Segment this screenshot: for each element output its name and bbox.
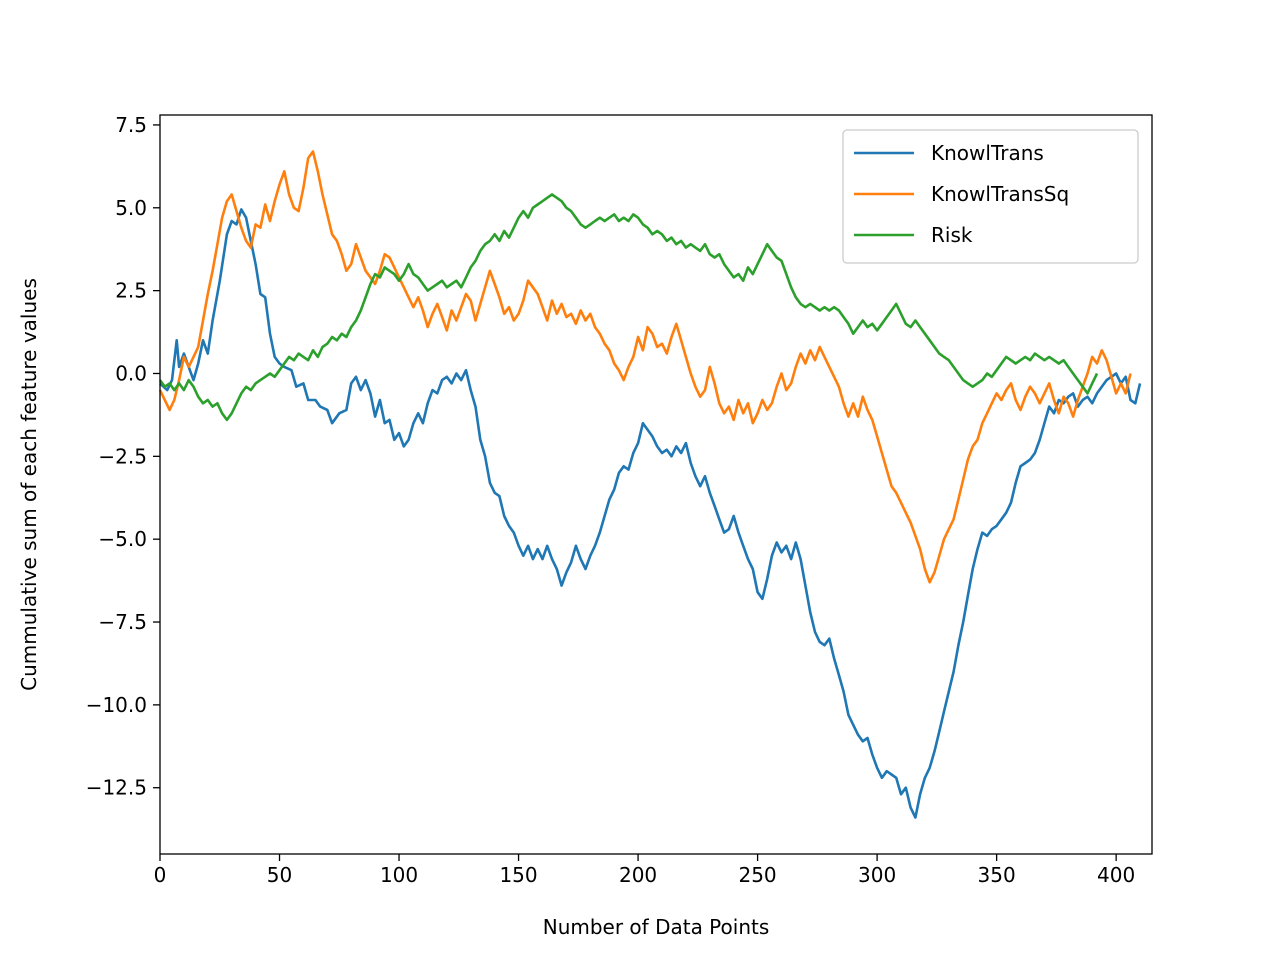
legend-label-knowltrans: KnowlTrans bbox=[931, 141, 1044, 165]
x-tick-label: 400 bbox=[1097, 863, 1135, 887]
legend: KnowlTrans KnowlTransSq Risk bbox=[842, 129, 1139, 264]
x-tick-label: 150 bbox=[499, 863, 537, 887]
x-tick-label: 350 bbox=[978, 863, 1016, 887]
y-tick-label: 0.0 bbox=[115, 361, 147, 385]
series-line-knowltrans bbox=[159, 208, 1142, 819]
y-tick-label: 2.5 bbox=[115, 279, 147, 303]
series-layer bbox=[158, 150, 1142, 819]
x-tick-label: 300 bbox=[858, 863, 896, 887]
y-tick-label: −2.5 bbox=[98, 444, 147, 468]
x-axis-label: Number of Data Points bbox=[543, 915, 770, 939]
x-tick-label: 200 bbox=[619, 863, 657, 887]
plot-frame bbox=[159, 114, 1153, 855]
y-tick-label: 7.5 bbox=[115, 113, 147, 137]
legend-label-risk: Risk bbox=[931, 223, 973, 247]
legend-box bbox=[842, 129, 1139, 264]
y-tick-label: −12.5 bbox=[86, 776, 147, 800]
series-line-risk bbox=[158, 193, 1099, 422]
series-line-knowltranssq bbox=[158, 150, 1132, 584]
x-tick-label: 250 bbox=[738, 863, 776, 887]
x-tick-label: 50 bbox=[267, 863, 292, 887]
x-tick-label: 100 bbox=[380, 863, 418, 887]
y-tick-label: −10.0 bbox=[86, 693, 147, 717]
legend-label-knowltranssq: KnowlTransSq bbox=[931, 182, 1069, 206]
y-tick-label: −5.0 bbox=[98, 527, 147, 551]
x-tick-label: 0 bbox=[154, 863, 167, 887]
y-tick-label: 5.0 bbox=[115, 196, 147, 220]
x-axis: 0 50 100 150 200 250 300 350 400 bbox=[154, 854, 1135, 887]
y-axis-label: Cummulative sum of each feature values bbox=[17, 278, 41, 691]
y-tick-label: −7.5 bbox=[98, 610, 147, 634]
y-axis: 7.5 5.0 2.5 0.0 −2.5 −5.0 −7.5 −10.0 −12.5 bbox=[86, 113, 160, 800]
